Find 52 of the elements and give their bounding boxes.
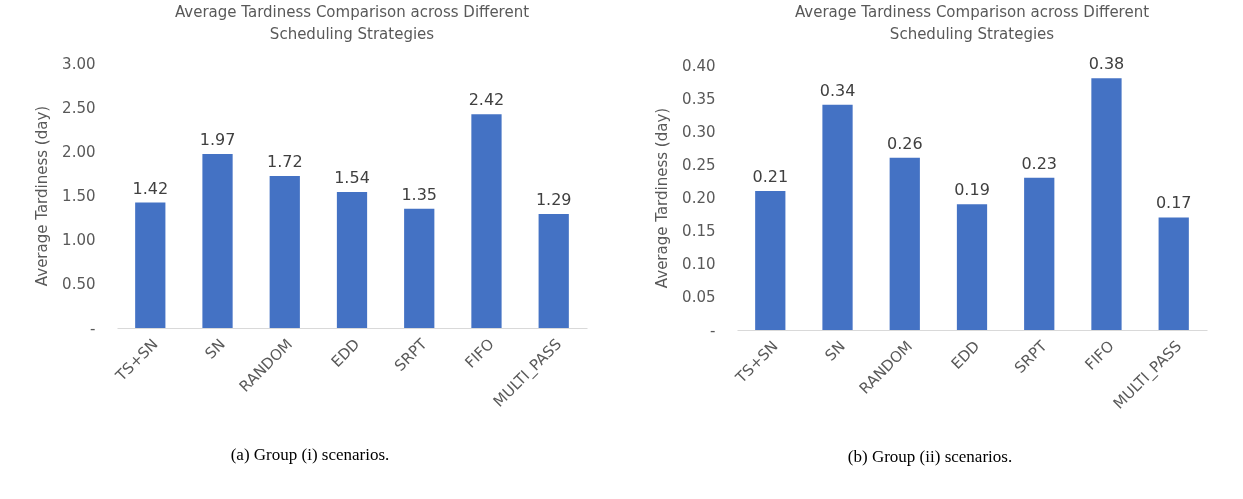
y-tick-label: 1.50: [61, 187, 95, 205]
data-label: 1.29: [535, 190, 572, 210]
y-tick-label: 0.50: [61, 275, 95, 294]
bar: [336, 191, 367, 328]
bar: [754, 190, 785, 330]
bar: [956, 204, 987, 330]
y-tick-label: 0.40: [681, 56, 715, 75]
bar: [134, 202, 165, 328]
data-label: 2.42: [468, 90, 504, 110]
bar: [269, 176, 300, 328]
y-tick-label: 2.50: [61, 98, 95, 117]
data-label: 0.26: [886, 133, 923, 153]
y-tick-label: 0.30: [681, 122, 715, 141]
y-tick-label: 0.20: [681, 189, 715, 207]
bar: [889, 157, 920, 330]
chart-title: Average Tardiness Comparison across Different Scheduling Strategies: [794, 3, 1149, 44]
data-label: 0.19: [953, 180, 990, 200]
y-tick-label: 0.25: [681, 155, 715, 174]
data-label: 1.42: [131, 178, 168, 198]
data-label: 1.97: [199, 129, 235, 149]
bar: [1023, 177, 1054, 330]
data-label: 1.54: [333, 167, 370, 187]
y-axis-title: Average Tardiness (day): [32, 105, 51, 287]
y-tick-label: 0.05: [681, 288, 715, 307]
data-label: 0.17: [1155, 193, 1192, 213]
data-label: 0.34: [819, 80, 855, 100]
bar: [821, 104, 853, 330]
chart-title: Average Tardiness Comparison across Different Scheduling Strategies: [174, 3, 529, 43]
data-label: 0.23: [1020, 153, 1057, 173]
data-label: 0.38: [1088, 54, 1124, 74]
y-tick-label: 0.15: [681, 222, 715, 241]
y-axis-title: Average Tardiness (day): [652, 107, 671, 289]
bar: [538, 214, 569, 328]
y-tick-label: 2.00: [61, 142, 95, 161]
data-label: 0.21: [751, 166, 788, 186]
y-tick-label: 3.00: [61, 54, 95, 73]
bar: [1090, 78, 1122, 330]
data-label: 1.35: [400, 184, 437, 204]
bar: [201, 153, 233, 328]
bar: [1158, 217, 1189, 330]
x-tick-label: SN: [200, 335, 229, 363]
y-tick-label: -: [89, 319, 95, 338]
text: (b) Group (ii) scenarios.: [847, 447, 1013, 467]
text: (a) Group (i) scenarios.: [230, 445, 390, 465]
y-tick-label: 0.35: [681, 89, 715, 108]
bar: [470, 114, 502, 328]
y-tick-label: -: [709, 321, 715, 340]
y-tick-label: 1.00: [61, 231, 95, 250]
x-tick-label: SN: [820, 337, 849, 365]
bar: [403, 208, 434, 328]
y-tick-label: 0.10: [681, 255, 715, 274]
data-label: 1.72: [266, 152, 303, 172]
